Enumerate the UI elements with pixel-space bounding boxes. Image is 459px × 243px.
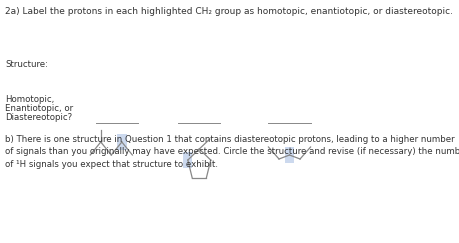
- Text: Enantiotopic, or: Enantiotopic, or: [5, 104, 73, 113]
- Bar: [117, 134, 127, 150]
- Text: Structure:: Structure:: [5, 60, 48, 69]
- Text: b) There is one structure in Question 1 that contains diastereotopic protons, le: b) There is one structure in Question 1 …: [5, 135, 459, 169]
- Bar: [285, 147, 294, 163]
- Text: Diastereotopic?: Diastereotopic?: [5, 113, 73, 122]
- Text: Homotopic,: Homotopic,: [5, 95, 55, 104]
- Bar: [183, 152, 192, 168]
- Text: 2a) Label the protons in each highlighted CH₂ group as homotopic, enantiotopic, : 2a) Label the protons in each highlighte…: [5, 7, 453, 16]
